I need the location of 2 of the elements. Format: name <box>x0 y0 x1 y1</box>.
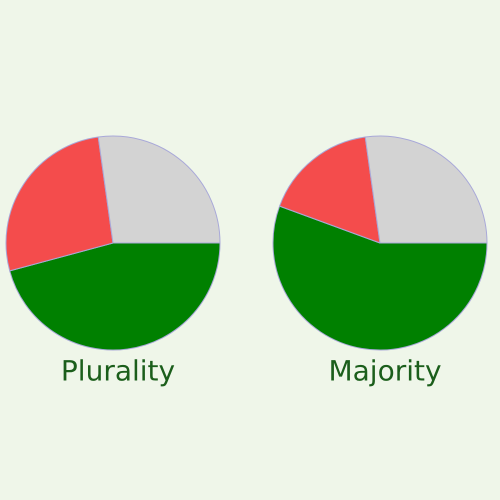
text: Majority <box>328 354 442 388</box>
text: Plurality <box>60 354 176 388</box>
